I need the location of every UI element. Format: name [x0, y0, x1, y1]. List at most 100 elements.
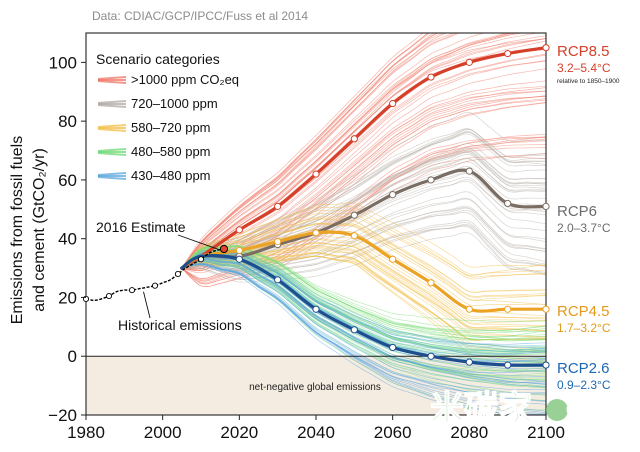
scenario-line — [181, 232, 546, 283]
scenario-line — [181, 128, 546, 269]
legend-swatch — [97, 76, 127, 80]
scenario-line — [181, 202, 546, 269]
scenario-line — [181, 245, 546, 322]
rcp-point — [465, 305, 473, 313]
rcp-point — [389, 343, 397, 352]
scenario-line — [181, 33, 440, 269]
scenario-line — [181, 60, 546, 269]
scenario-line — [181, 132, 546, 269]
x-tick-label: 2040 — [297, 423, 335, 442]
scenario-line — [181, 33, 446, 269]
y-tick-label: 80 — [58, 112, 77, 131]
legend-swatch — [97, 100, 127, 104]
rcp-point — [274, 202, 282, 210]
estimate-2016-label: 2016 Estimate — [96, 219, 186, 235]
scenario-line — [181, 265, 546, 415]
legend-swatch — [97, 176, 127, 180]
rcp-point — [350, 326, 358, 334]
x-tick-label: 2080 — [450, 423, 488, 442]
historical-point — [105, 292, 113, 300]
rcp-point — [235, 255, 243, 263]
scenario-line — [181, 90, 546, 269]
scenario-line — [181, 153, 546, 288]
scenario-line — [181, 128, 546, 269]
historical-leader-line — [143, 291, 151, 319]
y-axis-label-line1: Emissions from fossil fuels — [9, 136, 26, 325]
scenario-line — [181, 264, 523, 415]
historical-point — [197, 256, 205, 263]
watermark-handle-2: 碳终天 — [580, 423, 610, 436]
watermark-badge — [546, 399, 568, 421]
estimate-leader-line — [177, 234, 221, 251]
net-negative-label: net-negative global emissions — [249, 382, 381, 393]
scenario-line — [181, 33, 431, 269]
y-tick-label: 60 — [58, 171, 77, 190]
rcp-lines — [180, 44, 550, 369]
rcp-point — [274, 238, 282, 246]
rcp-point — [504, 361, 512, 369]
annotations: 2016 Estimate Historical emissions — [96, 219, 242, 333]
legend-entry-label: 430–480 ppm — [131, 168, 211, 183]
x-tick-label: 1980 — [67, 423, 105, 442]
legend-swatch — [97, 80, 127, 84]
historical-emissions-label: Historical emissions — [118, 317, 242, 333]
scenario-line — [181, 222, 546, 293]
scenario-line — [181, 264, 546, 395]
rcp-point — [542, 202, 550, 210]
rcp-point — [427, 279, 435, 287]
historical-point — [174, 270, 182, 278]
rcp-range-rcp4.5: 1.7–3.2°C — [557, 321, 611, 335]
scenario-line — [181, 33, 540, 269]
rcp-point — [427, 176, 435, 184]
scenario-line — [181, 223, 546, 305]
y-tick-label: 100 — [49, 53, 77, 72]
scenario-line — [181, 68, 546, 269]
legend-entry-label: >1000 ppm CO₂eq — [131, 72, 239, 87]
scenario-line — [181, 223, 546, 280]
scenario-line — [181, 215, 546, 280]
rcp-point — [235, 226, 243, 234]
rcp-labels: RCP8.53.2–5.4°C relative to 1850–1900 RCP6… — [557, 43, 620, 392]
rcp-point — [504, 49, 512, 58]
y-tick-label: −20 — [48, 406, 77, 425]
rcp-point — [465, 58, 473, 66]
y-tick-label: 40 — [58, 230, 77, 249]
rcp-label-rcp8.5: RCP8.5 — [557, 43, 610, 60]
rcp-point — [235, 246, 243, 255]
rcp-label-rcp2.6: RCP2.6 — [557, 360, 610, 377]
rcp-point — [542, 44, 550, 52]
scenario-line — [181, 260, 546, 383]
chart-source: Data: CDIAC/GCP/IPCC/Fuss et al 2014 — [92, 9, 308, 23]
scenario-line — [181, 38, 546, 269]
rcp-range-rcp8.5: 3.2–5.4°C — [557, 61, 611, 75]
rcp-point — [312, 170, 320, 178]
rcp-point — [350, 232, 358, 240]
scenario-line — [181, 263, 546, 415]
rcp-point — [465, 167, 473, 175]
legend: Scenario categories >1000 ppm CO₂eq 720–1… — [96, 51, 239, 183]
rcp-point — [312, 305, 320, 313]
legend-swatch — [97, 172, 127, 176]
legend-swatch — [97, 128, 127, 132]
x-tick-label: 2000 — [144, 423, 182, 442]
historical-line — [85, 248, 225, 302]
historical-series — [82, 244, 229, 302]
legend-entry-label: 580–720 ppm — [131, 120, 211, 135]
x-tick-label: 2020 — [220, 423, 258, 442]
rcp-point — [542, 305, 550, 313]
rcp-label-rcp6: RCP6 — [557, 203, 597, 220]
rcp-point — [427, 352, 435, 360]
rcp-point — [389, 191, 397, 199]
scenario-line — [181, 260, 546, 391]
legend-swatch — [97, 124, 127, 128]
legend-swatch — [97, 104, 127, 108]
scenario-line — [181, 33, 424, 269]
rcp-point — [312, 229, 320, 237]
scenario-line — [181, 217, 546, 297]
watermark-handle: tanjiaoyi — [566, 405, 607, 416]
rcp-point — [542, 361, 550, 369]
y-axis-label-line2: and cement (GtCO₂/yr) — [31, 148, 48, 312]
rcp-label-rcp4.5: RCP4.5 — [557, 303, 610, 320]
watermark-logo-text: 米碳家 — [430, 390, 532, 428]
